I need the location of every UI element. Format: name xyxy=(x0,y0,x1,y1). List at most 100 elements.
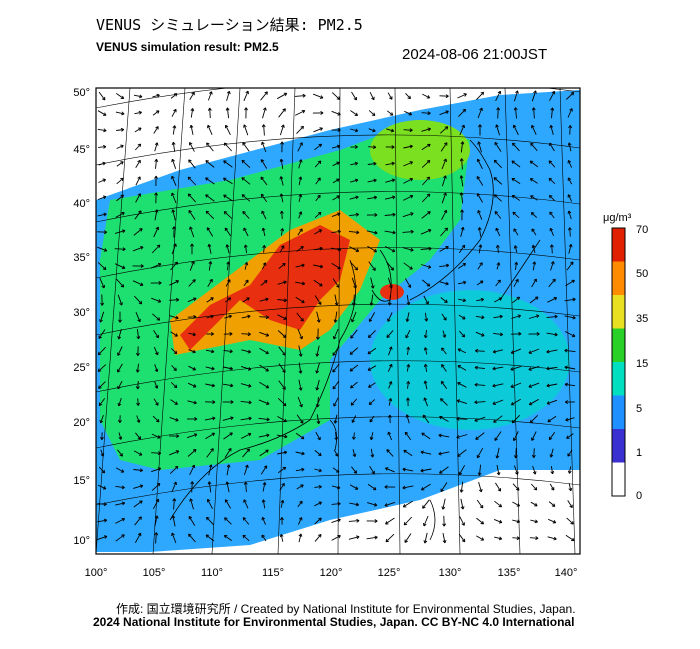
wind-vector xyxy=(476,280,484,286)
title-japanese: VENUS シミュレーション結果: PM2.5 xyxy=(96,16,363,34)
wind-arrowhead xyxy=(550,107,555,111)
wind-vector xyxy=(223,177,233,185)
wind-vector xyxy=(440,381,448,389)
wind-vector xyxy=(260,91,268,101)
wind-arrowhead xyxy=(205,160,209,164)
lat-tick-label: 45° xyxy=(73,144,90,156)
wind-vector xyxy=(191,481,193,493)
wind-arrowhead xyxy=(565,417,569,422)
wind-arrowhead xyxy=(140,246,144,250)
wind-arrowhead xyxy=(420,487,425,491)
wind-arrowhead xyxy=(337,212,341,217)
wind-arrowhead xyxy=(102,161,106,166)
wind-vector xyxy=(547,536,557,540)
wind-vector xyxy=(332,346,340,356)
wind-vector xyxy=(155,532,157,544)
wind-arrowhead xyxy=(245,279,249,284)
wind-arrowhead xyxy=(337,535,341,539)
wind-arrowhead xyxy=(444,227,448,232)
wind-arrowhead xyxy=(154,385,159,389)
wind-arrowhead xyxy=(567,160,572,164)
wind-vector xyxy=(530,142,538,152)
wind-vector xyxy=(460,192,464,204)
wind-vector xyxy=(243,464,249,476)
wind-vector xyxy=(334,311,338,323)
wind-vector xyxy=(279,124,285,136)
wind-vector xyxy=(440,482,448,492)
wind-vector xyxy=(441,175,447,187)
wind-arrowhead xyxy=(372,128,376,133)
wind-arrowhead xyxy=(407,95,411,100)
wind-vector xyxy=(550,448,554,458)
wind-arrowhead xyxy=(223,142,228,146)
wind-arrowhead xyxy=(190,108,195,112)
wind-vector xyxy=(132,280,144,286)
wind-vector xyxy=(384,214,396,216)
wind-vector xyxy=(546,315,558,319)
wind-arrowhead xyxy=(157,299,162,303)
wind-vector xyxy=(97,128,107,132)
wind-arrowhead xyxy=(226,464,231,468)
wind-vector xyxy=(240,383,252,387)
wind-vector xyxy=(529,537,539,539)
wind-arrowhead xyxy=(409,161,413,165)
wind-vector xyxy=(423,397,429,407)
wind-vector xyxy=(243,227,249,237)
wind-vector xyxy=(116,129,124,131)
wind-arrowhead xyxy=(373,178,377,183)
wind-vector xyxy=(208,244,212,254)
wind-arrowhead xyxy=(462,298,467,303)
wind-arrowhead xyxy=(172,498,177,502)
wind-arrowhead xyxy=(571,333,576,338)
wind-arrowhead xyxy=(445,94,449,99)
colorbar-segment xyxy=(612,362,625,396)
wind-vector xyxy=(280,228,284,236)
wind-arrowhead xyxy=(301,299,305,304)
wind-vector xyxy=(402,212,414,218)
wind-vector xyxy=(296,125,304,135)
wind-arrowhead xyxy=(175,450,180,454)
wind-arrowhead xyxy=(494,437,498,441)
wind-arrowhead xyxy=(549,227,554,232)
wind-arrowhead xyxy=(137,176,141,180)
wind-vector xyxy=(568,142,572,152)
wind-vector xyxy=(134,210,142,220)
wind-vector xyxy=(529,296,539,304)
wind-vector xyxy=(332,467,340,473)
wind-vector xyxy=(350,162,358,166)
wind-vector xyxy=(243,124,249,136)
wind-arrowhead xyxy=(474,382,478,387)
wind-vector xyxy=(331,110,341,116)
wind-arrowhead xyxy=(531,124,535,129)
wind-vector xyxy=(348,536,360,540)
graticule xyxy=(96,88,580,554)
wind-vector xyxy=(406,364,410,372)
wind-vector xyxy=(349,179,359,183)
wind-arrowhead xyxy=(334,453,339,457)
wind-arrowhead xyxy=(97,351,102,356)
wind-arrowhead xyxy=(354,112,359,116)
wind-arrowhead xyxy=(189,498,194,502)
wind-arrowhead xyxy=(298,353,303,357)
wind-vector xyxy=(280,176,284,186)
wind-arrowhead xyxy=(492,349,497,354)
wind-arrowhead xyxy=(404,539,408,543)
wind-vector xyxy=(133,469,143,471)
wind-arrowhead xyxy=(390,128,395,133)
wind-arrowhead xyxy=(191,464,196,469)
wind-arrowhead xyxy=(568,243,573,248)
wind-vector xyxy=(441,313,447,321)
wind-arrowhead xyxy=(350,335,354,339)
wind-vector xyxy=(169,299,179,301)
wind-vector xyxy=(258,399,270,405)
wind-arrowhead xyxy=(548,160,553,164)
wind-vector xyxy=(460,227,464,237)
wind-arrowhead xyxy=(319,264,324,269)
wind-vector xyxy=(152,313,160,321)
wind-vector xyxy=(568,483,572,491)
wind-arrowhead xyxy=(298,517,303,521)
wind-arrowhead xyxy=(354,128,359,133)
wind-vector xyxy=(331,230,341,234)
wind-vector xyxy=(550,466,554,474)
wind-arrowhead xyxy=(210,297,214,301)
